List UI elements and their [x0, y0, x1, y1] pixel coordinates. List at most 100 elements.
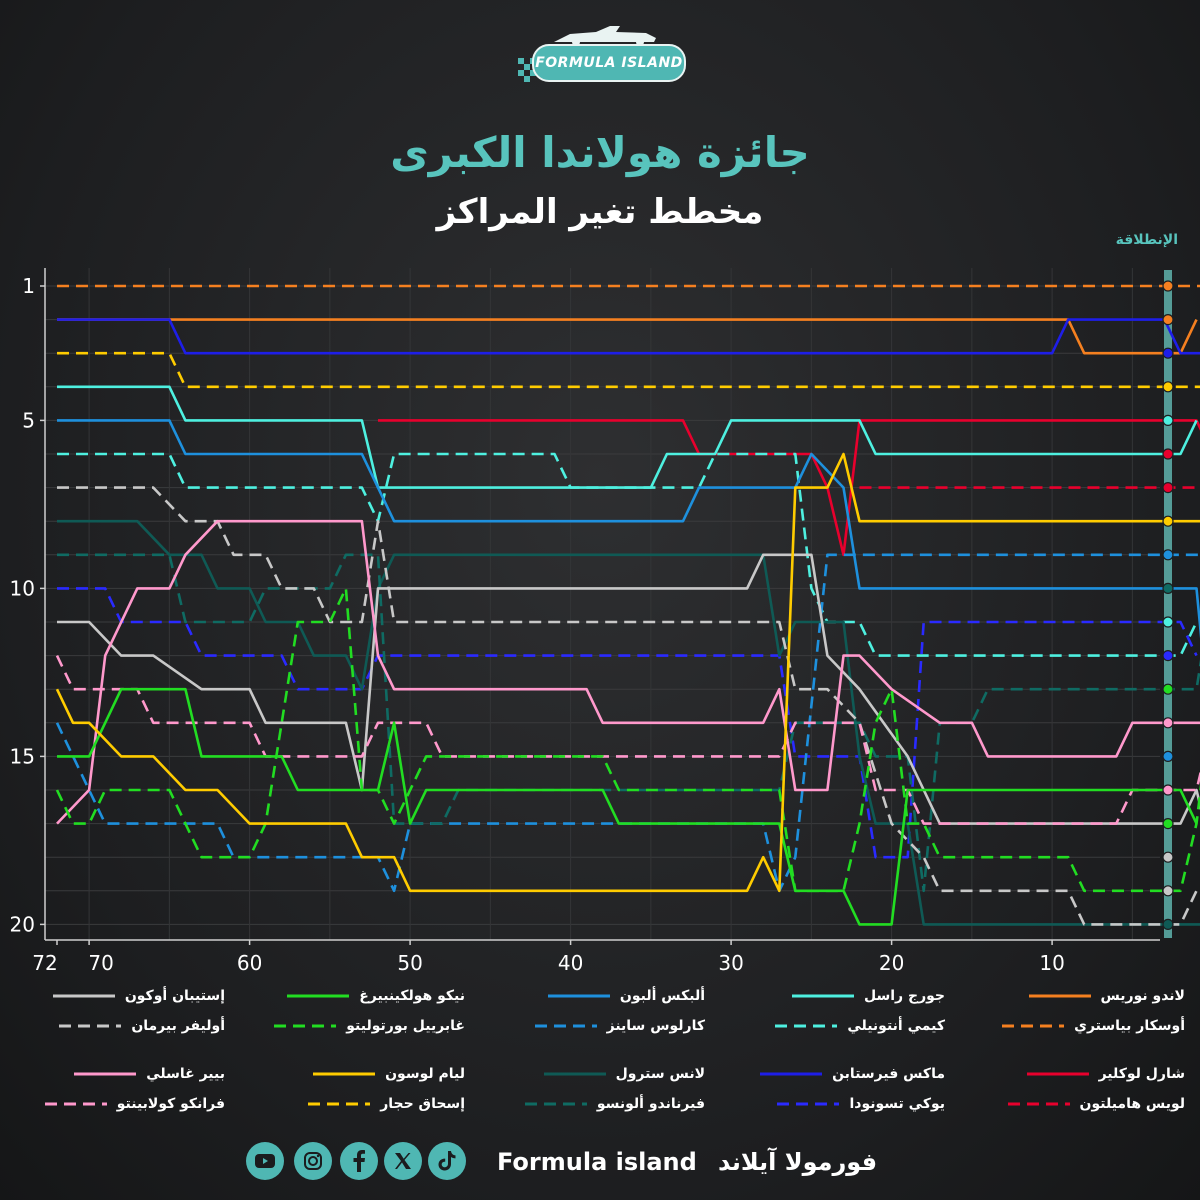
series-line-12	[57, 553, 1200, 825]
legend-item: فرانكو كولابينتو	[3, 1092, 225, 1116]
series-line-16	[57, 687, 1198, 926]
start-marker-12	[1162, 851, 1174, 863]
x-icon[interactable]	[384, 1142, 422, 1180]
series-line-17	[55, 587, 1200, 893]
legend-item: لاندو نوريس	[963, 984, 1185, 1008]
legend-label: إستيبان أوكون	[124, 988, 225, 1004]
legend-item: ألبكس ألبون	[483, 984, 705, 1008]
series-line-10	[57, 519, 1200, 926]
x-tick-label: 72	[32, 951, 57, 975]
legend-item: لانس سترول	[483, 1062, 705, 1086]
brand-name-en: Formula island	[497, 1148, 697, 1176]
start-marker-6	[1162, 414, 1174, 426]
legend-label: بيير غاسلي	[146, 1066, 225, 1082]
y-tick-label: 1	[22, 274, 35, 298]
legend-label: لانس سترول	[615, 1066, 705, 1082]
legend-label: ليام لوسون	[385, 1066, 465, 1082]
start-marker-4	[1162, 347, 1174, 359]
series-line-8	[57, 419, 1200, 639]
legend-swatch	[1007, 1102, 1070, 1106]
series-line-9	[55, 553, 1200, 893]
y-tick-label: 15	[10, 744, 35, 768]
legend-swatch	[74, 1072, 137, 1076]
legend-item: نيكو هولكينبيرغ	[243, 984, 465, 1008]
legend-swatch	[308, 1102, 371, 1106]
series-line-4	[57, 318, 1200, 355]
x-tick-label: 20	[879, 951, 904, 975]
legend-swatch	[775, 1024, 838, 1028]
legend-swatch	[59, 1024, 122, 1028]
legend-swatch	[274, 1024, 337, 1028]
page-title: جائزة هولاندا الكبرى	[390, 128, 810, 177]
tiktok-icon[interactable]	[428, 1142, 466, 1180]
start-marker-8	[1162, 750, 1174, 763]
start-marker-13	[1162, 885, 1174, 897]
legend-item: شارل لوكلير	[963, 1062, 1185, 1086]
series-line-13	[57, 486, 1198, 926]
formula-island-logo: FORMULA ISLAND	[510, 18, 690, 90]
series-line-19	[57, 351, 1200, 389]
x-tick-label: 50	[397, 951, 422, 975]
legend-label: إسحاق حجار	[380, 1096, 465, 1112]
series-line-7	[57, 452, 1198, 657]
x-tick-label: 60	[237, 951, 262, 975]
start-marker-14	[1162, 784, 1174, 796]
series-line-15	[55, 655, 1200, 825]
facebook-icon[interactable]	[340, 1142, 378, 1180]
legend-label: ماكس فيرستابن	[832, 1066, 945, 1082]
start-marker-3	[1162, 482, 1174, 494]
legend-label: فيرناندو ألونسو	[596, 1096, 705, 1112]
legend-label: كيمي أنتونيلي	[847, 1018, 945, 1034]
start-marker-15	[1162, 717, 1174, 729]
legend-swatch	[313, 1072, 376, 1076]
start-marker-10	[1162, 918, 1174, 931]
legend-swatch	[1026, 1072, 1089, 1076]
legend-swatch	[543, 1072, 606, 1076]
legend-swatch	[791, 994, 854, 998]
legend-label: لويس هاميلتون	[1079, 1096, 1185, 1112]
start-marker-9	[1162, 549, 1174, 561]
legend-label: فرانكو كولابينتو	[116, 1096, 225, 1112]
instagram-icon[interactable]	[294, 1142, 332, 1180]
start-marker-16	[1162, 817, 1174, 830]
start-marker-0	[1162, 314, 1174, 326]
legend-swatch	[1002, 1024, 1065, 1028]
legend-item: غابرييل بورتوليتو	[243, 1014, 465, 1038]
x-tick-label: 70	[88, 951, 113, 975]
brand-name-ar: فورمولا آيلاند	[718, 1148, 878, 1176]
legend-label: ألبكس ألبون	[619, 988, 705, 1004]
series-line-14	[56, 519, 1200, 825]
youtube-icon[interactable]	[246, 1142, 284, 1180]
legend-item: فيرناندو ألونسو	[483, 1092, 705, 1116]
start-column-label: الإنطلاقة	[1115, 232, 1178, 248]
start-marker-7	[1162, 616, 1174, 628]
start-marker-17	[1162, 683, 1174, 695]
legend-label: يوكي تسونودا	[849, 1096, 945, 1112]
legend-label: كارلوس ساينز	[606, 1018, 705, 1034]
x-tick-label: 10	[1039, 951, 1064, 975]
series-line-6	[57, 385, 1198, 489]
start-marker-11	[1162, 582, 1174, 595]
legend-swatch	[547, 994, 610, 998]
legend-item: كارلوس ساينز	[483, 1014, 705, 1038]
legend-swatch	[524, 1102, 587, 1106]
logo-badge: FORMULA ISLAND	[532, 44, 686, 82]
x-tick-label: 40	[558, 951, 583, 975]
legend-item: كيمي أنتونيلي	[723, 1014, 945, 1038]
legend-item: يوكي تسونودا	[723, 1092, 945, 1116]
legend-item: أوليفر بيرمان	[3, 1014, 225, 1038]
legend-swatch	[534, 1024, 597, 1028]
legend-label: نيكو هولكينبيرغ	[359, 988, 465, 1004]
legend-label: غابرييل بورتوليتو	[346, 1018, 465, 1034]
legend-item: ماكس فيرستابن	[723, 1062, 945, 1086]
legend-item: بيير غاسلي	[3, 1062, 225, 1086]
legend-item: إسحاق حجار	[243, 1092, 465, 1116]
legend-label: أوسكار بياستري	[1074, 1018, 1185, 1034]
start-marker-2	[1162, 448, 1174, 460]
legend-swatch	[287, 994, 350, 998]
legend-label: لاندو نوريس	[1100, 988, 1186, 1004]
chart-legend: لاندو نوريس أوسكار بياستري شارل لوكلير لويس…	[0, 978, 1200, 1118]
legend-item: جورج راسل	[723, 984, 945, 1008]
start-marker-19	[1162, 381, 1174, 393]
